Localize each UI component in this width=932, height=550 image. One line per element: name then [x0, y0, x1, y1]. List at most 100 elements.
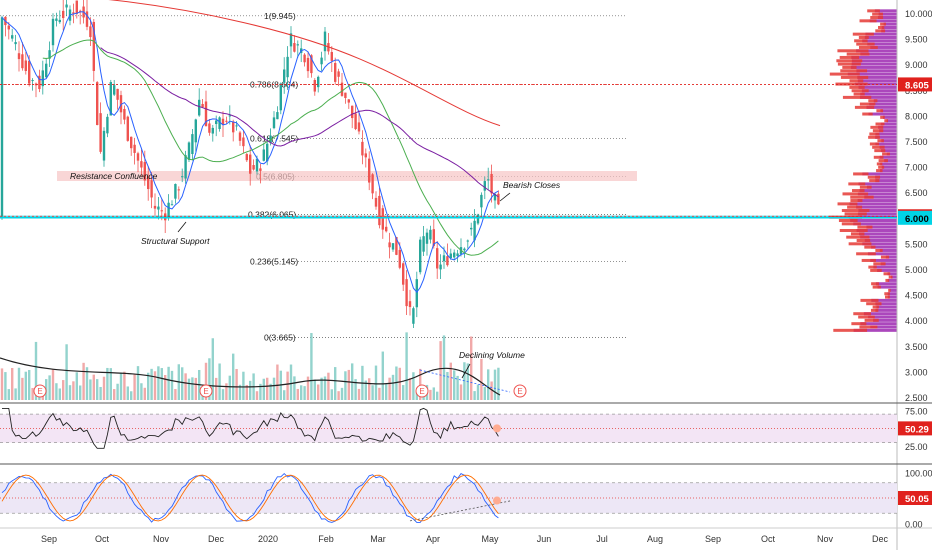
profile-bar: [862, 242, 897, 246]
price-tick-label: 6.500: [905, 188, 928, 198]
time-tick-label: Mar: [370, 534, 386, 544]
profile-bar: [856, 229, 897, 232]
volume-bar: [75, 372, 78, 400]
volume-bar: [21, 377, 24, 400]
candle-body: [164, 213, 167, 221]
resistance-confluence-label: Resistance Confluence: [70, 171, 158, 181]
profile-bar: [859, 232, 897, 236]
profile-bar: [879, 169, 897, 173]
ma-short-line: [1, 11, 499, 294]
profile-bar-sell: [829, 72, 860, 76]
time-tick-label: Dec: [872, 534, 889, 544]
candle-body: [402, 263, 405, 285]
profile-bar-sell: [870, 125, 884, 129]
candle-body: [79, 10, 82, 12]
candle-body: [262, 149, 265, 161]
time-axis[interactable]: Sep Oct Nov Dec 2020 Feb Mar Apr May Jun Jul Aug Sep…: [41, 534, 889, 544]
profile-bar-sell: [885, 278, 890, 282]
candle-body: [242, 137, 245, 147]
volume-bar: [150, 368, 153, 400]
candle-body: [0, 17, 4, 217]
profile-bar: [858, 182, 897, 186]
candle-body: [419, 239, 422, 273]
candle-body: [323, 31, 327, 52]
profile-bar: [862, 172, 897, 176]
candle-body: [201, 103, 204, 108]
volume-bar: [28, 370, 31, 400]
profile-bar-sell: [872, 129, 884, 133]
volume-bar: [92, 374, 95, 400]
volume-bar: [153, 371, 157, 400]
candle-body: [483, 181, 486, 191]
volume-bar: [174, 389, 177, 400]
profile-bar-sell: [880, 115, 885, 119]
volume-bar: [470, 336, 473, 400]
profile-bar: [856, 205, 897, 209]
volume-bar: [320, 377, 323, 400]
candle-body: [48, 50, 51, 59]
volume-bar: [79, 385, 82, 400]
volume-bar: [255, 391, 259, 400]
volume-bar: [130, 391, 133, 400]
profile-bar: [851, 59, 897, 63]
rsi-tick-label: 25.00: [905, 442, 928, 452]
profile-bar-sell: [880, 22, 886, 26]
profile-bar: [856, 49, 897, 53]
profile-bar-sell: [859, 102, 876, 106]
volume-bar: [391, 374, 395, 400]
earnings-marker: [199, 384, 213, 398]
profile-bar-sell: [878, 165, 885, 169]
volume-bar: [476, 384, 480, 400]
candle-body: [442, 255, 446, 262]
volume-bar: [446, 371, 449, 400]
profile-bar: [875, 175, 897, 179]
volume-bar: [218, 363, 221, 400]
profile-bar: [858, 85, 897, 89]
profile-bar-sell: [872, 305, 879, 309]
price-tick-label: 4.000: [905, 316, 928, 326]
candle-body: [293, 43, 296, 52]
profile-bar-sell: [842, 95, 872, 99]
candle-body: [113, 85, 116, 95]
candle-body: [313, 80, 316, 92]
volume-bar: [160, 368, 163, 400]
candle-body: [429, 229, 432, 240]
candle-body: [177, 189, 180, 191]
profile-bar: [847, 72, 897, 76]
time-tick-label: Oct: [95, 534, 110, 544]
candle-body: [378, 195, 381, 226]
earnings-marker: [415, 384, 429, 398]
profile-bar-sell: [860, 298, 879, 302]
candle-body: [388, 242, 391, 248]
candle-body: [306, 57, 310, 72]
candle-body: [317, 76, 320, 88]
volume-bar: [344, 371, 347, 400]
candle-body: [436, 248, 439, 269]
profile-bar: [870, 325, 897, 329]
profile-bar: [862, 39, 897, 43]
volume-bar: [480, 358, 483, 400]
volume-bar: [62, 380, 65, 400]
profile-bar-sell: [858, 315, 875, 319]
candle-body: [497, 193, 500, 205]
candle-body: [310, 55, 313, 74]
rsi-marker: [493, 424, 501, 433]
profile-bar: [866, 185, 897, 189]
volume-bar: [181, 367, 184, 400]
candle-body: [347, 99, 350, 103]
candle-body: [225, 120, 228, 122]
profile-bar: [860, 235, 897, 239]
candle-body: [249, 154, 252, 174]
volume-arrow: [461, 363, 471, 379]
volume-bar: [368, 378, 371, 400]
candle-body: [157, 206, 160, 210]
candle-body: [208, 123, 211, 133]
candle-body: [99, 113, 102, 152]
candle-body: [357, 122, 361, 132]
stoch-value-badge: [898, 491, 932, 505]
profile-bar: [864, 195, 897, 199]
